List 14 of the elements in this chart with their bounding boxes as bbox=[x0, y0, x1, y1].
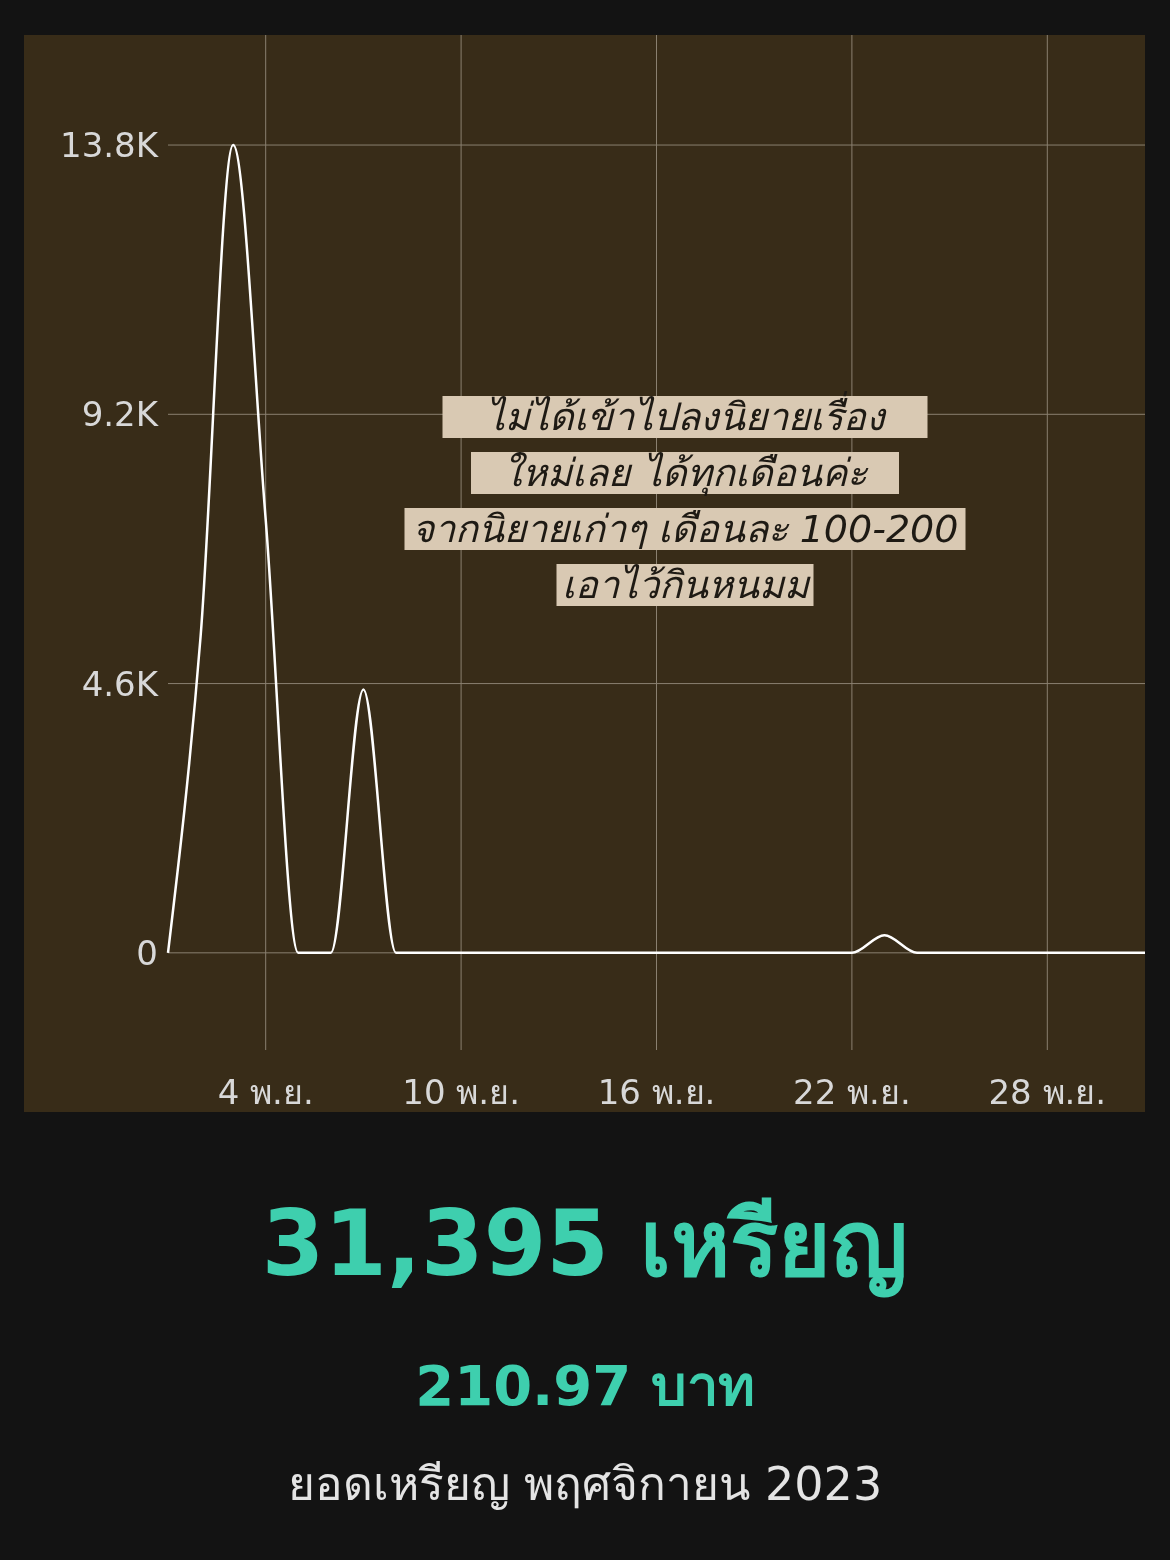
x-tick-label: 28 พ.ย. bbox=[988, 1072, 1107, 1112]
x-tick-label: 22 พ.ย. bbox=[793, 1072, 911, 1112]
y-tick-label: 4.6K bbox=[81, 663, 160, 704]
text: 210.97 บาท bbox=[415, 1353, 755, 1418]
text: 31,395 เหรียญ bbox=[261, 1191, 909, 1298]
x-tick-label: 4 พ.ย. bbox=[217, 1072, 314, 1112]
x-tick-label: 10 พ.ย. bbox=[402, 1072, 520, 1112]
y-tick-label: 9.2K bbox=[81, 394, 160, 435]
line-series bbox=[166, 143, 1147, 955]
y-tick-label: 0 bbox=[136, 932, 158, 973]
x-tick-label: 16 พ.ย. bbox=[597, 1072, 716, 1112]
annotation: ไม่ได้เข้าไปลงนิยายเรื่อง ใหม่เลย ได้ทุกเดือนค่ะ จากนิยายเก่าๆ เดือนละ 100-200 เอาไว้กินหนมม bbox=[411, 390, 959, 607]
text: ยอดเหรียญ พฤศจิกายน 2023 bbox=[287, 1457, 883, 1511]
y-tick-label: 13.8K bbox=[60, 125, 160, 166]
